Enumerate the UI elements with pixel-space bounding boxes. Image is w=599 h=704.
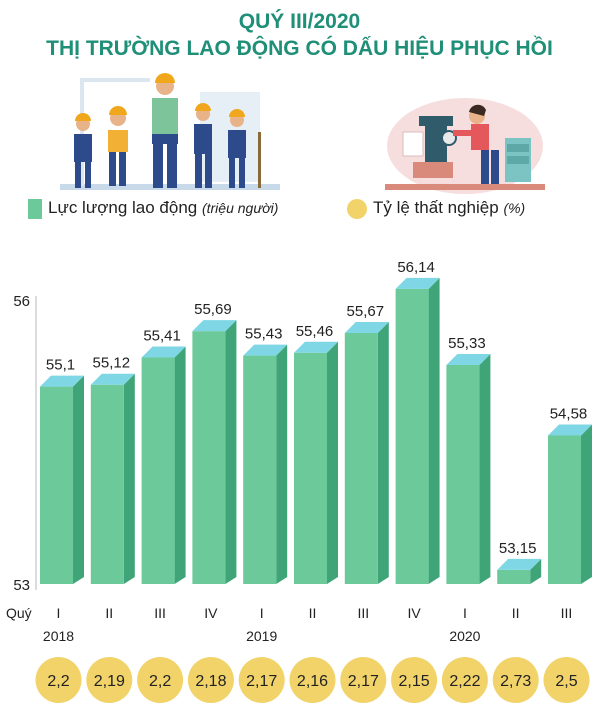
unemployment-circle — [289, 657, 336, 703]
bar — [446, 364, 480, 584]
legend-rate-swatch — [347, 198, 367, 219]
chart-title-line1: QUÝ III/2020 — [238, 10, 361, 33]
bar-top — [344, 322, 389, 334]
bar-top — [90, 373, 135, 385]
x-axis-label: Quý — [6, 605, 32, 621]
unemployment-rate-label: 2,17 — [348, 673, 379, 690]
bar-side — [327, 341, 338, 584]
unemployment-circle — [137, 657, 184, 703]
bar-side — [479, 353, 491, 584]
bar-side — [123, 373, 135, 584]
x-tick-label: IV — [204, 605, 218, 621]
bar-value-label: 55,33 — [448, 335, 486, 352]
legend-labor-unit: (triệu người) — [201, 200, 279, 216]
bar-value-label: 55,67 — [347, 303, 385, 320]
bar — [90, 384, 124, 584]
bar-value-label: 55,43 — [245, 326, 283, 343]
unemployment-circle — [492, 657, 539, 703]
bar-side — [174, 346, 186, 584]
bar-top — [548, 424, 592, 436]
unemployment-circle — [86, 657, 133, 703]
x-tick-label: I — [463, 605, 467, 621]
bar-top — [40, 375, 84, 387]
x-tick-label: II — [309, 605, 317, 621]
unemployment-rate-label: 2,5 — [555, 673, 577, 690]
bar-side — [428, 277, 440, 584]
bar — [344, 333, 378, 584]
x-tick-label: II — [105, 605, 113, 621]
legend-rate-label: Tỷ lệ thất nghiệp — [373, 198, 499, 217]
bar-top — [395, 277, 440, 289]
bar-side — [73, 375, 84, 584]
x-tick-label: III — [561, 605, 573, 621]
unemployment-rate-label: 2,16 — [297, 673, 328, 690]
unemployment-rate-label: 2,22 — [449, 673, 480, 690]
x-tick-label: III — [154, 605, 166, 621]
unemployment-circle — [238, 657, 285, 703]
year-label: 2020 — [449, 628, 480, 644]
unemployment-circle — [340, 657, 387, 703]
bar — [192, 331, 226, 584]
bar-side — [276, 344, 288, 584]
bar — [395, 288, 429, 584]
x-tick-label: III — [357, 605, 369, 621]
unemployment-rate-label: 2,17 — [246, 673, 277, 690]
unemployment-circle — [187, 657, 234, 703]
bar-side — [377, 322, 389, 584]
year-label: 2018 — [43, 628, 74, 644]
bar — [40, 386, 73, 584]
bar-top — [446, 353, 491, 365]
bar-value-label: 55,1 — [46, 357, 75, 374]
factory-worker-illustration — [385, 98, 545, 194]
legend-labor-swatch — [28, 198, 42, 219]
bar — [243, 355, 277, 584]
bar-value-label: 54,58 — [550, 405, 588, 422]
y-tick-label: 56 — [13, 293, 30, 310]
unemployment-circle — [543, 657, 590, 703]
legend-labor: Lực lượng lao động (triệu người) — [28, 198, 278, 219]
bar-top — [497, 558, 542, 570]
workers-illustration — [60, 73, 280, 190]
x-tick-label: II — [512, 605, 520, 621]
bar-side — [530, 558, 542, 584]
bar-value-label: 55,41 — [143, 327, 181, 344]
bar-value-label: 55,69 — [194, 301, 232, 318]
bar — [141, 357, 175, 584]
bar-value-label: 53,15 — [499, 540, 537, 557]
legend-labor-label: Lực lượng lao động — [48, 198, 198, 217]
chart-title-line2: THỊ TRƯỜNG LAO ĐỘNG CÓ DẤU HIỆU PHỤC HỒI — [46, 37, 553, 60]
bar-side — [581, 424, 592, 584]
bar-value-label: 56,14 — [397, 259, 435, 276]
bar-value-label: 55,12 — [93, 355, 131, 372]
unemployment-rate-label: 2,2 — [47, 673, 69, 690]
x-tick-label: I — [57, 605, 61, 621]
unemployment-rate-label: 2,18 — [195, 673, 226, 690]
legend-rate: Tỷ lệ thất nghiệp (%) — [347, 198, 525, 219]
bar-top — [294, 341, 338, 353]
bar-top — [243, 344, 288, 356]
x-tick-label: I — [260, 605, 264, 621]
bar — [497, 569, 531, 584]
legend-rate-unit: (%) — [503, 200, 526, 216]
unemployment-rate-label: 2,15 — [399, 673, 430, 690]
y-tick-label: 53 — [13, 577, 30, 594]
bar — [548, 435, 581, 584]
bar — [294, 352, 327, 584]
unemployment-rate-label: 2,2 — [149, 673, 171, 690]
x-tick-label: IV — [407, 605, 421, 621]
unemployment-rate-label: 2,73 — [500, 673, 531, 690]
bar-top — [192, 320, 237, 332]
bar-value-label: 55,46 — [296, 323, 334, 340]
unemployment-circle — [391, 657, 438, 703]
year-label: 2019 — [246, 628, 277, 644]
unemployment-circle — [441, 657, 488, 703]
unemployment-circle — [35, 657, 82, 703]
bar-top — [141, 346, 186, 358]
unemployment-rate-label: 2,19 — [94, 673, 125, 690]
bar-side — [225, 320, 237, 584]
